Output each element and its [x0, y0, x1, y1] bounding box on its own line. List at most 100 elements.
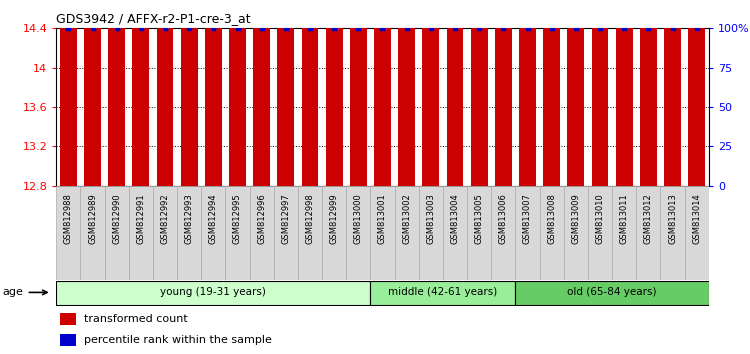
- Bar: [250, 186, 274, 280]
- Text: GSM813001: GSM813001: [378, 193, 387, 244]
- Bar: [446, 0, 464, 186]
- Bar: [229, 0, 246, 186]
- Bar: [592, 0, 608, 186]
- Bar: [588, 186, 612, 280]
- Text: GSM813007: GSM813007: [523, 193, 532, 244]
- Text: GSM812996: GSM812996: [257, 193, 266, 244]
- Bar: [129, 186, 153, 280]
- Text: GSM812998: GSM812998: [305, 193, 314, 244]
- Point: [691, 25, 703, 31]
- Bar: [515, 281, 709, 305]
- Text: middle (42-61 years): middle (42-61 years): [388, 287, 497, 297]
- Text: age: age: [3, 287, 47, 297]
- Point: [135, 25, 147, 31]
- Point: [642, 25, 654, 31]
- Bar: [322, 186, 346, 280]
- Point: [546, 25, 558, 31]
- Bar: [398, 0, 415, 186]
- Bar: [495, 0, 512, 186]
- Bar: [59, 313, 76, 325]
- Bar: [685, 186, 709, 280]
- Bar: [84, 0, 101, 186]
- Bar: [422, 0, 439, 186]
- Point: [352, 25, 364, 31]
- Point: [497, 25, 509, 31]
- Text: GSM813008: GSM813008: [548, 193, 556, 244]
- Text: GSM813013: GSM813013: [668, 193, 677, 244]
- Text: GSM812991: GSM812991: [136, 193, 146, 244]
- Text: GSM813005: GSM813005: [475, 193, 484, 244]
- Bar: [59, 334, 76, 346]
- Bar: [543, 0, 560, 186]
- Bar: [370, 281, 515, 305]
- Point: [594, 25, 606, 31]
- Bar: [201, 186, 226, 280]
- Bar: [254, 0, 270, 186]
- Bar: [471, 0, 488, 186]
- Bar: [274, 186, 298, 280]
- Bar: [612, 186, 636, 280]
- Point: [449, 25, 461, 31]
- Text: GSM813002: GSM813002: [402, 193, 411, 244]
- Point: [159, 25, 171, 31]
- Text: GSM813010: GSM813010: [596, 193, 604, 244]
- Bar: [688, 0, 705, 186]
- Text: GSM813003: GSM813003: [426, 193, 435, 244]
- Text: transformed count: transformed count: [84, 314, 188, 324]
- Text: GSM813009: GSM813009: [572, 193, 580, 244]
- Point: [400, 25, 412, 31]
- Text: GSM812997: GSM812997: [281, 193, 290, 244]
- Point: [62, 25, 74, 31]
- Text: GSM812993: GSM812993: [184, 193, 194, 244]
- Point: [183, 25, 195, 31]
- Point: [256, 25, 268, 31]
- Point: [473, 25, 485, 31]
- Bar: [370, 186, 394, 280]
- Bar: [104, 186, 129, 280]
- Bar: [394, 186, 418, 280]
- Point: [111, 25, 123, 31]
- Bar: [467, 186, 491, 280]
- Point: [424, 25, 436, 31]
- Point: [207, 25, 219, 31]
- Bar: [350, 0, 367, 186]
- Bar: [302, 0, 319, 186]
- Bar: [226, 186, 250, 280]
- Bar: [515, 186, 539, 280]
- Bar: [564, 186, 588, 280]
- Text: GSM813012: GSM813012: [644, 193, 652, 244]
- Bar: [80, 186, 104, 280]
- Point: [280, 25, 292, 31]
- Bar: [539, 186, 564, 280]
- Point: [667, 25, 679, 31]
- Text: GSM813004: GSM813004: [451, 193, 460, 244]
- Bar: [374, 0, 391, 186]
- Bar: [278, 0, 294, 186]
- Text: GSM812994: GSM812994: [209, 193, 218, 244]
- Bar: [108, 0, 125, 186]
- Bar: [181, 0, 197, 186]
- Text: GSM813000: GSM813000: [354, 193, 363, 244]
- Bar: [177, 186, 201, 280]
- Bar: [419, 186, 443, 280]
- Point: [570, 25, 582, 31]
- Bar: [636, 186, 661, 280]
- Point: [521, 25, 533, 31]
- Text: GSM813006: GSM813006: [499, 193, 508, 244]
- Point: [328, 25, 340, 31]
- Bar: [298, 186, 322, 280]
- Bar: [616, 0, 632, 186]
- Bar: [519, 0, 536, 186]
- Bar: [157, 0, 173, 186]
- Text: GSM813011: GSM813011: [620, 193, 628, 244]
- Text: GSM812995: GSM812995: [233, 193, 242, 244]
- Bar: [491, 186, 515, 280]
- Point: [618, 25, 630, 31]
- Bar: [443, 186, 467, 280]
- Bar: [346, 186, 370, 280]
- Text: GSM812992: GSM812992: [160, 193, 170, 244]
- Bar: [153, 186, 177, 280]
- Bar: [664, 0, 681, 186]
- Text: old (65-84 years): old (65-84 years): [567, 287, 657, 297]
- Bar: [567, 0, 584, 186]
